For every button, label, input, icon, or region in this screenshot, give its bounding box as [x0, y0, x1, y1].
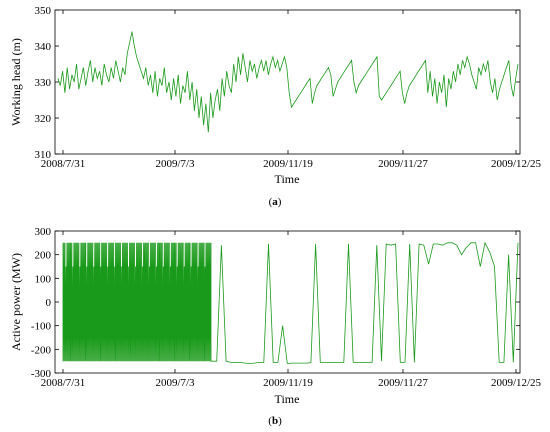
panel-b-y-tick-label: 0: [46, 297, 52, 309]
panel-a-ylabel: Working head (m): [9, 38, 23, 126]
panel-b-label: (b): [268, 415, 282, 427]
panel-b-x-tick-label: 2009/12/25: [491, 377, 542, 389]
panel-b-y-tick-label: -100: [31, 321, 52, 333]
panel-a-x-tick-label: 2009/7/3: [155, 158, 195, 170]
panel-a-series-line: [57, 31, 519, 133]
panel-b-y-tick-label: -200: [31, 344, 52, 356]
panel-a-x-ticks: 2008/7/31 2009/7/3 2009/11/19 2009/11/27 200…: [41, 10, 542, 170]
panel-b-ylabel: Active power (MW): [9, 253, 23, 351]
panel-b-x-tick-label: 2008/7/31: [41, 377, 86, 389]
panel-a-y-tick-label: 350: [35, 5, 52, 17]
panel-a-y-ticks: 310 320 330 340 350: [35, 5, 520, 161]
panel-b-xlabel: Time: [275, 392, 300, 406]
panel-a-x-tick-label: 2009/11/19: [263, 158, 313, 170]
panel-a-x-tick-label: 2008/7/31: [41, 158, 86, 170]
panel-b-y-tick-label: 200: [35, 250, 52, 262]
panel-b-y-tick-label: 100: [35, 273, 52, 285]
panel-a-y-tick-label: 330: [35, 77, 52, 89]
panel-a: 310 320 330 340 350 2008/7/31 2009/7/3 2009/11…: [9, 5, 542, 208]
panel-a-x-tick-label: 2009/11/27: [378, 158, 428, 170]
panel-a-frame: [54, 9, 521, 155]
panel-b-y-ticks: -300 -200 -100 0 100 200 300: [31, 226, 520, 380]
panel-b: -300 -200 -100 0 100 200 300 2008/7/31 2009/7/3…: [9, 226, 542, 427]
panel-b-x-tick-label: 2009/11/19: [263, 377, 313, 389]
panel-a-y-tick-label: 340: [35, 41, 52, 53]
panel-b-x-tick-label: 2009/11/27: [378, 377, 428, 389]
panel-a-label: (a): [269, 196, 282, 208]
panel-b-series-line: [62, 241, 519, 364]
panel-b-x-ticks: 2008/7/31 2009/7/3 2009/11/19 2009/11/27 200…: [41, 231, 542, 389]
panel-a-y-tick-label: 310: [35, 149, 52, 161]
panel-b-y-tick-label: 300: [35, 226, 52, 238]
panel-b-y-tick-label: -300: [31, 368, 52, 380]
panel-b-x-tick-label: 2009/7/3: [155, 377, 195, 389]
panel-a-xlabel: Time: [275, 172, 300, 186]
panel-a-y-tick-label: 320: [35, 113, 52, 125]
panel-a-x-tick-label: 2009/12/25: [491, 158, 542, 170]
